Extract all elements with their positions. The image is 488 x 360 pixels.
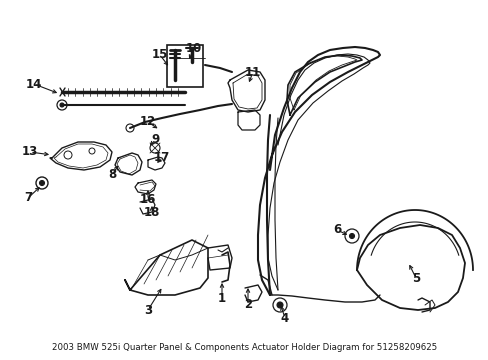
Text: 13: 13 (22, 145, 38, 158)
Text: 7: 7 (24, 192, 32, 204)
Text: 15: 15 (151, 49, 168, 62)
Text: 16: 16 (140, 193, 156, 207)
Circle shape (60, 103, 64, 107)
Text: 3: 3 (143, 303, 152, 316)
Text: 17: 17 (154, 152, 170, 165)
Text: 2003 BMW 525i Quarter Panel & Components Actuator Holder Diagram for 51258209625: 2003 BMW 525i Quarter Panel & Components… (52, 343, 436, 352)
FancyBboxPatch shape (167, 45, 203, 87)
Text: 4: 4 (280, 311, 288, 324)
Text: 18: 18 (143, 207, 160, 220)
Text: 6: 6 (332, 224, 341, 237)
Text: 11: 11 (244, 66, 261, 78)
Text: 10: 10 (185, 41, 202, 54)
Circle shape (276, 302, 283, 308)
Circle shape (349, 234, 354, 238)
Text: 8: 8 (108, 168, 116, 181)
Circle shape (40, 180, 44, 185)
Text: 12: 12 (140, 116, 156, 129)
Text: 5: 5 (411, 271, 419, 284)
Text: 9: 9 (151, 134, 159, 147)
Text: 2: 2 (244, 298, 251, 311)
Text: 14: 14 (26, 77, 42, 90)
Text: 1: 1 (218, 292, 225, 305)
